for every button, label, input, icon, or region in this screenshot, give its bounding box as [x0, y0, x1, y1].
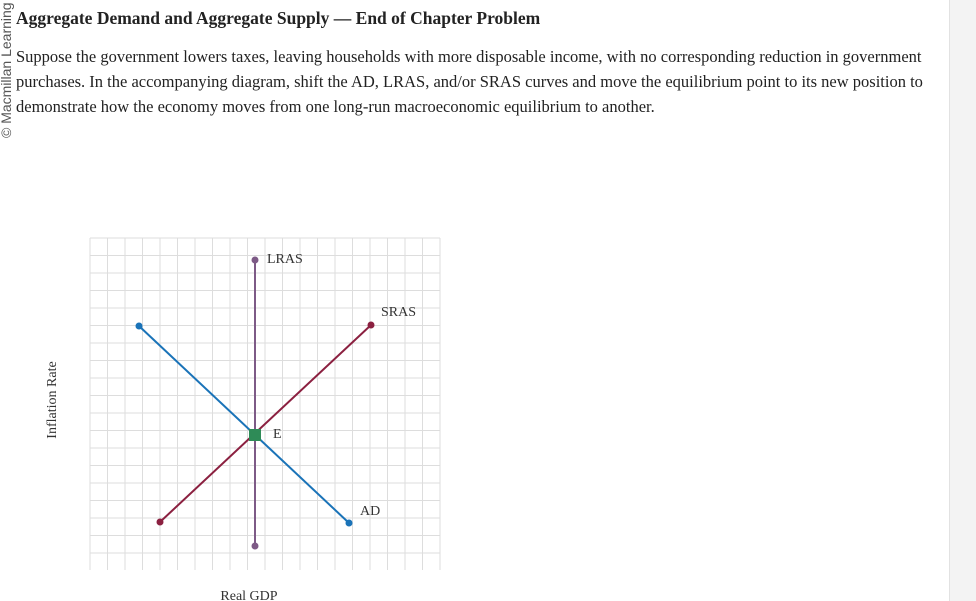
ad-handle[interactable] — [135, 322, 143, 330]
x-axis-label: Real GDP — [220, 589, 277, 601]
sras-curve[interactable] — [159, 324, 372, 523]
curve-label: AD — [360, 504, 380, 519]
sras-handle[interactable] — [367, 321, 375, 329]
y-axis-label: Inflation Rate — [45, 361, 60, 438]
scrollbar — [949, 0, 976, 601]
title: Aggregate Demand and Aggregate Supply — … — [16, 8, 541, 28]
ad-handle[interactable] — [345, 519, 353, 527]
problem-text: Suppose the government lowers taxes, lea… — [16, 47, 923, 116]
curve-label: SRAS — [381, 305, 416, 320]
grid — [89, 237, 441, 570]
lras-handle[interactable] — [251, 256, 259, 264]
lras-handle[interactable] — [251, 542, 259, 550]
equilibrium-point[interactable] — [249, 429, 261, 441]
curve-label: LRAS — [267, 252, 303, 267]
ad-curve[interactable] — [138, 325, 350, 524]
equilibrium-label: E — [273, 427, 282, 442]
diagram: LRAS SRAS AD E Real GDP Inflation Rate — [45, 237, 441, 601]
sras-handle[interactable] — [156, 518, 164, 526]
